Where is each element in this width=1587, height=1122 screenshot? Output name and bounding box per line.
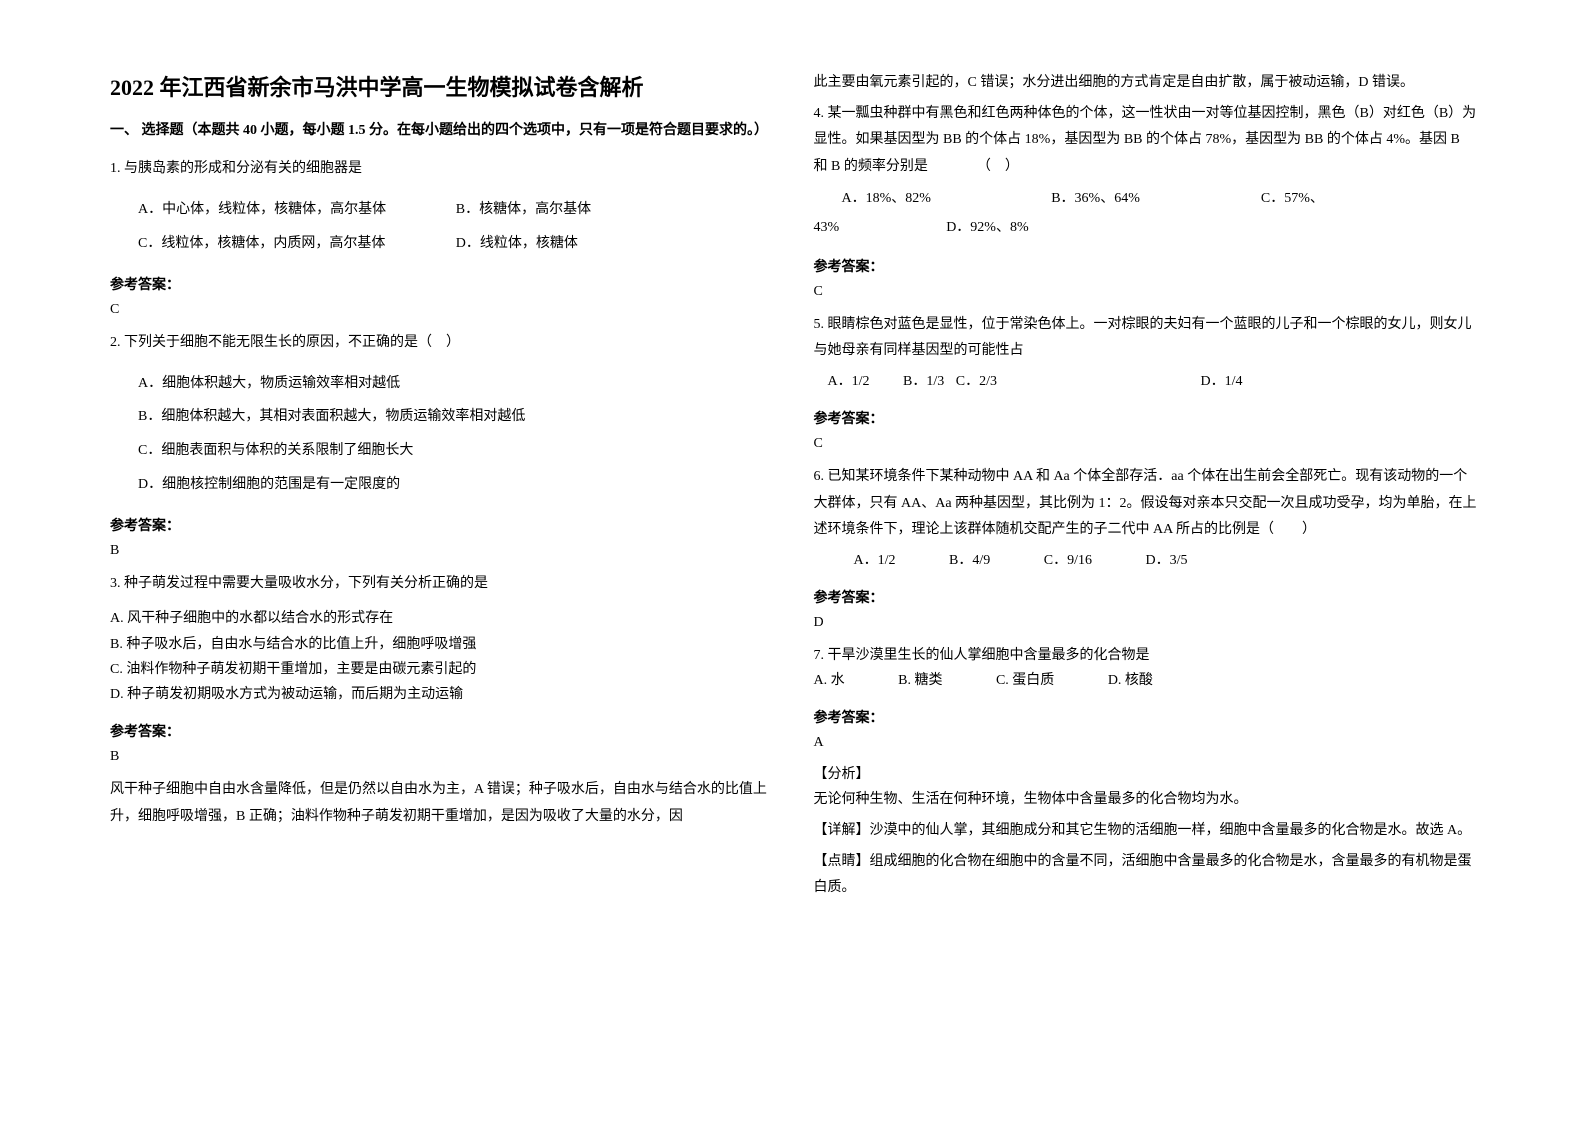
question-2: 2. 下列关于细胞不能无限生长的原因，不正确的是（ ） A．细胞体积越大，物质运… xyxy=(110,330,774,501)
q2-optD: D．细胞核控制细胞的范围是有一定限度的 xyxy=(138,468,774,502)
question-4: 4. 某一瓢虫种群中有黑色和红色两种体色的个体，这一性状由一对等位基因控制，黑色… xyxy=(814,101,1478,242)
q2-options: A．细胞体积越大，物质运输效率相对越低 B．细胞体积越大，其相对表面积越大，物质… xyxy=(110,367,774,501)
q5-text: 5. 眼睛棕色对蓝色是显性，位于常染色体上。一对棕眼的夫妇有一个蓝眼的儿子和一个… xyxy=(814,312,1478,365)
q4-optC2: 43% xyxy=(814,215,947,242)
q4-opts-row2: 43% D．92%、8% xyxy=(814,215,1478,242)
q6-optC: C．9/16 xyxy=(1044,553,1092,568)
q3-explain: 风干种子细胞中自由水含量降低，但是仍然以自由水为主，A 错误；种子吸水后，自由水… xyxy=(110,777,774,830)
q2-optC: C．细胞表面积与体积的关系限制了细胞长大 xyxy=(138,434,774,468)
q7-point: 【点睛】组成细胞的化合物在细胞中的含量不同，活细胞中含量最多的化合物是水，含量最… xyxy=(814,849,1478,902)
section-title: 一、 选择题（本题共 40 小题，每小题 1.5 分。在每小题给出的四个选项中，… xyxy=(110,120,774,142)
q4-options: A．18%、82% B．36%、64% C．57%、 xyxy=(814,184,1478,215)
q1-optB: B．核糖体，高尔基体 xyxy=(456,193,774,227)
q2-answer: B xyxy=(110,543,774,559)
q4-optB: B．36%、64% xyxy=(1051,184,1261,215)
q3-continuation: 此主要由氧元素引起的，C 错误；水分进出细胞的方式肯定是自由扩散，属于被动运输，… xyxy=(814,70,1478,97)
q2-optA: A．细胞体积越大，物质运输效率相对越低 xyxy=(138,367,774,401)
q7-analysis: 无论何种生物、生活在何种环境，生物体中含量最多的化合物均为水。 xyxy=(814,787,1478,814)
q7-optC: C. 蛋白质 xyxy=(996,673,1054,688)
q3-optA: A. 风干种子细胞中的水都以结合水的形式存在 xyxy=(110,606,774,631)
q4-answer: C xyxy=(814,284,1478,300)
q7-optD: D. 核酸 xyxy=(1108,673,1153,688)
right-column: 此主要由氧元素引起的，C 错误；水分进出细胞的方式肯定是自由扩散，属于被动运输，… xyxy=(794,70,1498,1082)
q7-analysis-label: 【分析】 xyxy=(814,763,1478,783)
q5-optC: C．2/3 xyxy=(956,374,997,389)
q5-answer-label: 参考答案： xyxy=(814,408,1478,428)
q6-options: A．1/2 B．4/9 C．9/16 D．3/5 xyxy=(814,548,1478,573)
page-title: 2022 年江西省新余市马洪中学高一生物模拟试卷含解析 xyxy=(110,70,774,102)
q3-optD: D. 种子萌发初期吸水方式为被动运输，而后期为主动运输 xyxy=(110,682,774,707)
q7-answer: A xyxy=(814,735,1478,751)
q7-options: A. 水 B. 糖类 C. 蛋白质 D. 核酸 xyxy=(814,668,1478,693)
q6-text: 6. 已知某环境条件下某种动物中 AA 和 Aa 个体全部存活．aa 个体在出生… xyxy=(814,464,1478,544)
q6-optA: A．1/2 xyxy=(854,553,896,568)
q5-optD: D．1/4 xyxy=(1200,374,1242,389)
q2-answer-label: 参考答案： xyxy=(110,515,774,535)
q7-text: 7. 干旱沙漠里生长的仙人掌细胞中含量最多的化合物是 xyxy=(814,643,1478,668)
q7-detail: 【详解】沙漠中的仙人掌，其细胞成分和其它生物的活细胞一样，细胞中含量最多的化合物… xyxy=(814,818,1478,845)
q3-optB: B. 种子吸水后，自由水与结合水的比值上升，细胞呼吸增强 xyxy=(110,632,774,657)
q5-optA: A．1/2 xyxy=(828,374,870,389)
q3-answer: B xyxy=(110,749,774,765)
q1-answer: C xyxy=(110,302,774,318)
question-1: 1. 与胰岛素的形成和分泌有关的细胞器是 A．中心体，线粒体，核糖体，高尔基体 … xyxy=(110,156,774,260)
question-7: 7. 干旱沙漠里生长的仙人掌细胞中含量最多的化合物是 A. 水 B. 糖类 C.… xyxy=(814,643,1478,693)
q1-options: A．中心体，线粒体，核糖体，高尔基体 B．核糖体，高尔基体 C．线粒体，核糖体，… xyxy=(110,193,774,260)
q1-optD: D．线粒体，核糖体 xyxy=(456,227,774,261)
q1-answer-label: 参考答案： xyxy=(110,274,774,294)
q7-optB: B. 糖类 xyxy=(898,673,942,688)
q7-answer-label: 参考答案： xyxy=(814,707,1478,727)
q1-optA: A．中心体，线粒体，核糖体，高尔基体 xyxy=(138,193,456,227)
q4-optD: D．92%、8% xyxy=(946,215,1211,242)
question-6: 6. 已知某环境条件下某种动物中 AA 和 Aa 个体全部存活．aa 个体在出生… xyxy=(814,464,1478,573)
q3-text: 3. 种子萌发过程中需要大量吸收水分，下列有关分析正确的是 xyxy=(110,571,774,596)
q5-answer: C xyxy=(814,436,1478,452)
left-column: 2022 年江西省新余市马洪中学高一生物模拟试卷含解析 一、 选择题（本题共 4… xyxy=(90,70,794,1082)
q3-optC: C. 油料作物种子萌发初期干重增加，主要是由碳元素引起的 xyxy=(110,657,774,682)
q2-text: 2. 下列关于细胞不能无限生长的原因，不正确的是（ ） xyxy=(110,330,774,357)
q6-answer: D xyxy=(814,615,1478,631)
q4-text: 4. 某一瓢虫种群中有黑色和红色两种体色的个体，这一性状由一对等位基因控制，黑色… xyxy=(814,101,1478,181)
q1-text: 1. 与胰岛素的形成和分泌有关的细胞器是 xyxy=(110,156,774,183)
q6-answer-label: 参考答案： xyxy=(814,587,1478,607)
q4-optA: A．18%、82% xyxy=(842,184,1052,215)
q4-optC: C．57%、 xyxy=(1261,184,1471,215)
q3-answer-label: 参考答案： xyxy=(110,721,774,741)
q6-optB: B．4/9 xyxy=(949,553,990,568)
question-5: 5. 眼睛棕色对蓝色是显性，位于常染色体上。一对棕眼的夫妇有一个蓝眼的儿子和一个… xyxy=(814,312,1478,394)
q6-optD: D．3/5 xyxy=(1145,553,1187,568)
q4-answer-label: 参考答案： xyxy=(814,256,1478,276)
q5-options: A．1/2 B．1/3 C．2/3 D．1/4 xyxy=(814,369,1478,394)
q2-optB: B．细胞体积越大，其相对表面积越大，物质运输效率相对越低 xyxy=(138,400,774,434)
q1-optC: C．线粒体，核糖体，内质网，高尔基体 xyxy=(138,227,456,261)
q5-optB: B．1/3 xyxy=(903,374,944,389)
q7-optA: A. 水 xyxy=(814,673,845,688)
question-3: 3. 种子萌发过程中需要大量吸收水分，下列有关分析正确的是 A. 风干种子细胞中… xyxy=(110,571,774,707)
